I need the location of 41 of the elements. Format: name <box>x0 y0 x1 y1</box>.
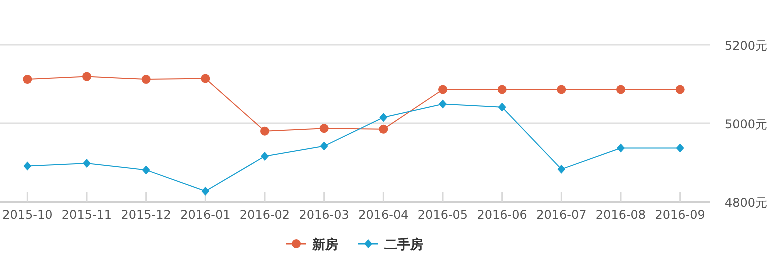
x-tick-label: 2015-10 <box>2 208 53 222</box>
point <box>380 113 388 122</box>
point <box>24 162 32 171</box>
point <box>616 85 626 94</box>
point <box>557 85 566 94</box>
x-tick-label: 2016-08 <box>596 208 646 222</box>
x-tick-label: 2016-04 <box>358 208 409 222</box>
point <box>558 164 566 174</box>
point <box>676 144 684 153</box>
legend-label: 二手房 <box>384 237 424 253</box>
point <box>320 142 328 151</box>
x-tick-label: 2016-01 <box>180 208 231 222</box>
x-tick-label: 2016-07 <box>536 208 587 222</box>
point <box>498 85 507 94</box>
x-tick-label: 2016-06 <box>477 208 528 222</box>
point <box>439 100 447 109</box>
point <box>379 124 388 134</box>
point <box>498 102 506 112</box>
x-tick-label: 2016-03 <box>299 208 350 222</box>
y-tick-label: 4800元 <box>725 196 768 210</box>
point <box>438 85 448 94</box>
x-tick-label: 2016-05 <box>418 208 468 222</box>
point <box>202 186 210 196</box>
point <box>83 159 91 168</box>
x-tick-label: 2016-02 <box>240 208 290 222</box>
point <box>142 75 151 84</box>
point <box>142 166 150 175</box>
point <box>23 75 32 84</box>
x-tick-label: 2016-09 <box>655 208 706 222</box>
point <box>201 74 210 84</box>
x-tick-label: 2015-12 <box>121 208 172 222</box>
x-tick-label: 2015-11 <box>62 208 112 222</box>
point <box>82 72 92 82</box>
point <box>617 144 625 153</box>
y-tick-label: 5000元 <box>725 118 768 132</box>
legend-label: 新房 <box>312 237 338 253</box>
point <box>260 126 270 136</box>
y-tick-label: 5200元 <box>725 39 768 53</box>
point <box>320 124 329 134</box>
point <box>261 152 269 161</box>
point <box>676 85 685 94</box>
